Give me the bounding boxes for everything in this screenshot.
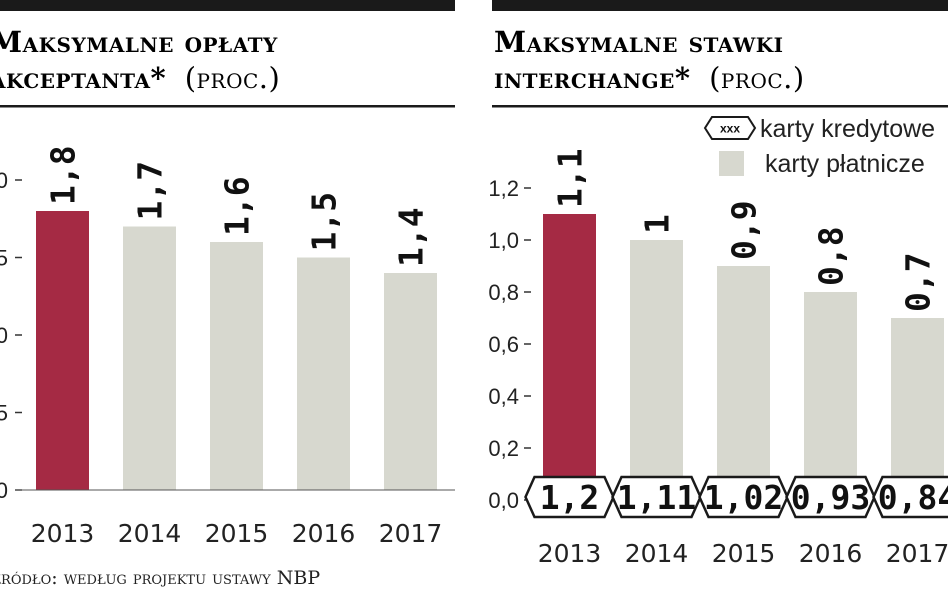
right-y-tick-label: 1,2 [488, 176, 519, 201]
right-bar [543, 214, 596, 500]
right-chart-title-main: interchange* [494, 61, 691, 95]
left-chart-title-main: akceptanta* [0, 61, 166, 95]
left-bar-value-label: 1,7 [131, 161, 170, 221]
left-x-category-label: 2014 [118, 519, 182, 548]
left-y-tick-label: 5 [0, 401, 8, 426]
right-chart-unit: (proc.) [709, 61, 805, 95]
right-bar [717, 266, 770, 500]
right-bar [804, 292, 857, 500]
right-x-category-label: 2014 [625, 539, 689, 568]
right-top-rule [492, 0, 948, 11]
right-chart-title-line1: Maksymalne stawki [494, 25, 784, 59]
left-y-tick-label: 0 [0, 323, 8, 348]
left-bar [123, 226, 176, 490]
legend-badge-icon [703, 116, 757, 140]
right-y-tick-label: 0,8 [488, 280, 519, 305]
legend-debit-swatch [719, 151, 744, 176]
legend-credit-label: karty kredytowe [760, 115, 935, 143]
right-bar-value-label: 1 [638, 214, 677, 234]
right-chart-title-line2: interchange* (proc.) [494, 61, 805, 95]
left-chart-title-line1: Maksymalne opłaty [0, 25, 278, 59]
right-x-category-label: 2016 [799, 539, 863, 568]
left-x-category-label: 2015 [205, 519, 269, 548]
right-y-tick-label: 0,2 [488, 436, 519, 461]
legend-badge-text: xxx [720, 122, 740, 136]
right-bar-value-label: 0,9 [725, 200, 764, 260]
left-bar-value-label: 1,5 [305, 192, 344, 252]
right-x-category-label: 2013 [538, 539, 602, 568]
left-x-category-label: 2013 [31, 519, 95, 548]
left-x-category-label: 2016 [292, 519, 356, 548]
left-y-tick-label: 0 [0, 168, 8, 193]
source-note: źródło: według projektu ustawy NBP [0, 567, 320, 589]
credit-card-value-label: 1,02 [704, 478, 783, 517]
right-bar [891, 318, 944, 500]
right-x-category-label: 2015 [712, 539, 776, 568]
credit-card-value-label: 1,11 [617, 478, 696, 517]
right-bar-value-label: 1,1 [551, 148, 590, 208]
left-top-rule [0, 0, 455, 11]
left-chart-unit: (proc.) [185, 61, 281, 95]
right-y-tick-label: 0,4 [488, 384, 519, 409]
right-y-tick-label: 0,0 [488, 488, 519, 513]
right-y-tick-label: 1,0 [488, 228, 519, 253]
left-bar [384, 273, 437, 490]
legend: xxx karty kredytowe karty płatnicze [703, 115, 935, 178]
right-bar-value-label: 0,8 [812, 226, 851, 286]
right-y-tick-label: 0,6 [488, 332, 519, 357]
left-bar-value-label: 1,8 [44, 145, 83, 205]
credit-card-value-label: 0,93 [791, 478, 870, 517]
left-bar [36, 211, 89, 490]
left-bar [297, 257, 350, 490]
left-chart-title-line2: akceptanta* (proc.) [0, 61, 280, 95]
left-bar-value-label: 1,4 [392, 207, 431, 267]
credit-card-badge [872, 475, 948, 519]
left-y-tick-label: 0 [0, 478, 8, 503]
right-bar-value-label: 0,7 [899, 252, 938, 312]
right-bar [630, 240, 683, 500]
credit-card-value-label: 1,2 [540, 478, 600, 517]
left-title-underline [0, 105, 455, 108]
right-chart: 0,0 0,2 0,4 0,6 0,8 1,0 1,2 1,1 1,2 2013 1 1,11 2014… [488, 148, 948, 568]
credit-card-value-label: 0,84 [878, 478, 948, 517]
right-title-underline [492, 105, 948, 108]
left-y-tick-label: 5 [0, 246, 8, 271]
left-bar [210, 242, 263, 490]
legend-debit-label: karty płatnicze [765, 150, 925, 178]
left-bar-value-label: 1,6 [218, 176, 257, 236]
right-x-category-label: 2017 [886, 539, 948, 568]
left-chart: 0 5 0 5 0 1,8 2013 1,7 2014 1,6 2015 1,5 2016 1,4 2017 [0, 145, 455, 548]
left-x-category-label: 2017 [379, 519, 443, 548]
